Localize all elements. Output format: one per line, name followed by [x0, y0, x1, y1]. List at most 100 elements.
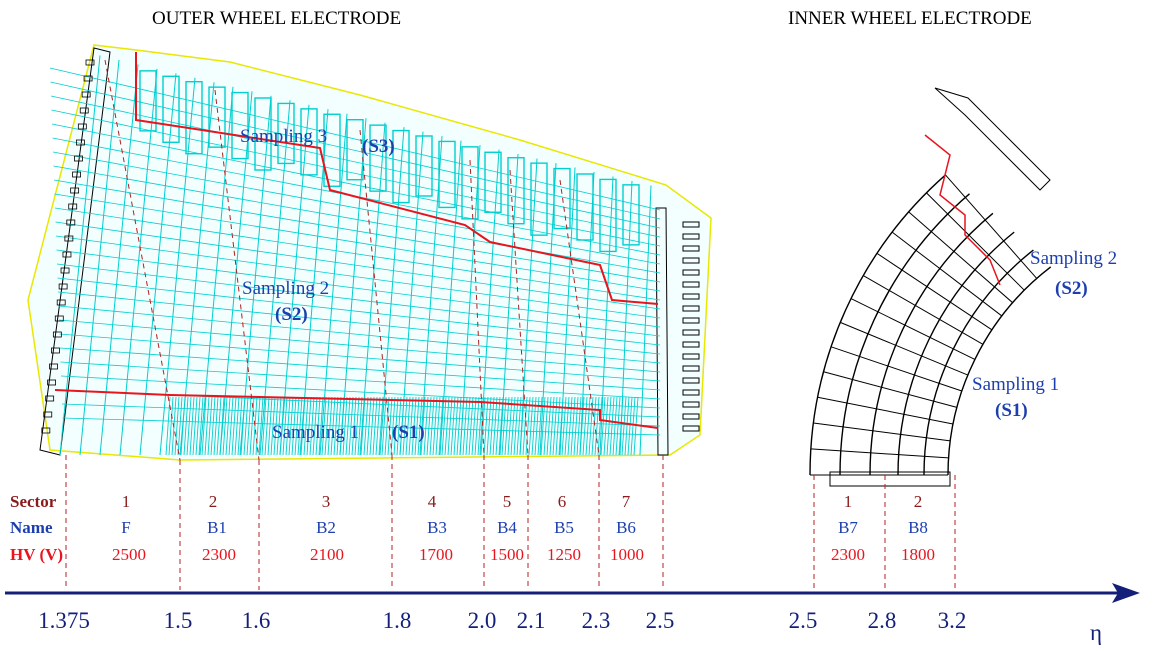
inner-hv-2: 1800 — [901, 545, 935, 564]
eta-axis-arrowhead — [1112, 583, 1140, 603]
s1-hatch-line — [225, 396, 231, 456]
s1-hatch-line — [375, 396, 381, 456]
s1-hatch-line — [168, 396, 174, 456]
inner-arc-layers — [809, 174, 1052, 476]
left-tooth — [79, 107, 89, 114]
s1-hatch-line — [582, 396, 588, 456]
outer-hv-5: 1500 — [490, 545, 524, 564]
pad — [682, 269, 700, 276]
s1-hatch-line — [627, 396, 633, 456]
inner-sampling1-code: (S1) — [995, 400, 1028, 421]
s1-hatch-line — [183, 396, 189, 456]
s1-hatch-line — [414, 396, 420, 456]
s1-hatch-line — [312, 396, 318, 456]
s1-hatch-line — [246, 396, 252, 456]
inner-wheel-title: INNER WHEEL ELECTRODE — [788, 8, 1032, 29]
s3-cell — [484, 151, 502, 213]
outer-grid-row — [55, 235, 661, 319]
s1-hatch-line — [372, 396, 378, 456]
left-tooth — [60, 267, 70, 274]
s1-hatch-line — [417, 396, 423, 456]
s3-cell — [231, 91, 249, 160]
s1-hatched-band — [165, 396, 639, 456]
outer-name-1: F — [121, 518, 130, 537]
s1-hatch-line — [516, 396, 522, 456]
s1-hatch-line — [507, 396, 513, 456]
inner-radial — [863, 275, 984, 345]
s3-cell — [622, 184, 640, 246]
s1-hatch-line — [351, 396, 357, 456]
s1-hatch-line — [396, 396, 402, 456]
s1-hatch-line — [366, 396, 372, 456]
sector-boundary-dash — [359, 129, 393, 456]
pad — [682, 293, 700, 300]
outer-hv-1: 2500 — [112, 545, 146, 564]
s1-hatch-line — [282, 396, 288, 456]
left-tooth — [81, 91, 91, 98]
outer-grid-row — [60, 361, 661, 400]
s1-hatch-line — [450, 396, 456, 456]
outer-grid-column — [99, 64, 139, 456]
outer-sampling2-code: (S2) — [275, 304, 308, 325]
s1-hatch-line — [615, 396, 621, 456]
s1-hatch-line — [324, 396, 330, 456]
left-tooth — [64, 235, 74, 242]
outer-sector-6: 6 — [558, 492, 567, 511]
sector-boundary-dash — [509, 169, 529, 456]
inner-arc — [947, 266, 1052, 476]
outer-name-4: B3 — [427, 518, 447, 537]
s1-hatch-line — [204, 396, 210, 456]
s1-hatch-line — [504, 396, 510, 456]
s1-hatch-line — [501, 396, 507, 456]
outer-hv-4: 1700 — [419, 545, 453, 564]
left-tooth — [70, 187, 80, 194]
s1-hatch-line — [249, 396, 255, 456]
s1-hatch-line — [186, 396, 192, 456]
inner-table-cells: 1 2 B7 B8 2300 1800 — [831, 492, 935, 564]
s1-hatch-line — [519, 396, 525, 456]
pad — [682, 317, 700, 324]
inner-radial — [817, 396, 954, 425]
inner-sampling1-label: Sampling 1 — [972, 374, 1059, 395]
left-tooth — [47, 379, 56, 386]
s1-hatch-line — [303, 396, 309, 456]
s1-hatch-line — [234, 396, 240, 456]
inner-radial — [840, 321, 969, 376]
s3-cell — [530, 162, 548, 236]
eta-tick-outer-3: 1.6 — [242, 608, 271, 633]
s3-cell-grid — [139, 70, 640, 253]
outer-wheel-outline — [27, 44, 712, 461]
eta-tick-outer-2: 1.5 — [164, 608, 193, 633]
s1-hatch-line — [438, 396, 444, 456]
s1-hatch-line — [393, 396, 399, 456]
pad — [682, 377, 700, 384]
left-tooth — [74, 155, 83, 162]
s1-hatch-line — [624, 396, 630, 456]
outer-grid-row — [51, 123, 661, 247]
pad — [682, 221, 700, 228]
outer-grid-column — [79, 59, 120, 456]
outer-sampling3-code: (S3) — [362, 136, 395, 157]
inner-arc — [923, 249, 1034, 476]
outer-sector-1: 1 — [122, 492, 131, 511]
s1-hatch-line — [327, 396, 333, 456]
left-tooth — [58, 283, 68, 290]
s1-hatch-line — [420, 396, 426, 456]
left-tooth — [76, 139, 85, 146]
outer-hv-3: 2100 — [310, 545, 344, 564]
outer-grid-row — [58, 319, 661, 373]
s1-hatch-line — [219, 396, 225, 456]
s1-hatch-line — [453, 396, 459, 456]
inner-radial — [813, 422, 951, 442]
eta-tick-outer-8: 2.5 — [646, 608, 675, 633]
eta-tick-inner-1: 2.5 — [789, 608, 818, 633]
s1-hatch-line — [471, 396, 477, 456]
s1-hatch-line — [387, 396, 393, 456]
s1-hatch-line — [462, 396, 468, 456]
inner-radial — [926, 192, 1025, 291]
outer-grid-row — [58, 305, 661, 364]
s1-hatch-line — [255, 396, 261, 456]
sector-table: Sector Name HV (V) 1 2 3 4 5 6 7 F B1 B2… — [10, 492, 935, 564]
s1-hatch-line — [198, 396, 204, 456]
